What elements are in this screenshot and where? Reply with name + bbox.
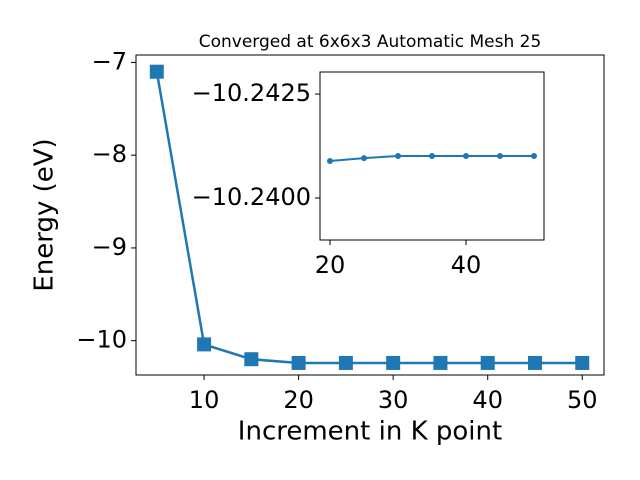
marker (244, 352, 259, 367)
axes-frame (135, 54, 605, 376)
x-axis-label: Increment in K point (238, 417, 502, 447)
marker (394, 153, 401, 159)
y-tick-label: −8 (92, 140, 127, 168)
x-tick-label: 50 (567, 386, 598, 414)
marker (338, 355, 353, 370)
marker (429, 153, 435, 159)
x-tick-label: 20 (283, 386, 314, 414)
marker (197, 337, 212, 352)
y-tick-label: −9 (92, 233, 127, 261)
y-axis-label: Energy (eV) (30, 138, 60, 291)
axes-frame (319, 71, 545, 241)
x-tick-label: 20 (315, 251, 346, 279)
marker (463, 153, 470, 159)
marker (149, 64, 164, 79)
x-tick-label: 40 (472, 386, 503, 414)
x-tick-label: 10 (189, 386, 220, 414)
y-tick-label: −10.2425 (192, 79, 311, 107)
data-line (155, 71, 583, 365)
marker (360, 155, 367, 162)
y-tick-label: −10 (76, 326, 127, 354)
marker (575, 355, 590, 370)
marker (326, 157, 333, 164)
x-tick-label: 30 (378, 386, 409, 414)
marker (527, 355, 542, 370)
y-tick-label: −10.2400 (192, 183, 311, 211)
marker (497, 153, 504, 159)
marker (291, 355, 306, 370)
chart-title: Converged at 6x6x3 Automatic Mesh 25 (199, 32, 542, 52)
marker (386, 355, 401, 370)
y-tick-label: −7 (92, 47, 127, 75)
marker (480, 355, 495, 370)
x-tick-label: 40 (451, 251, 482, 279)
marker (531, 153, 538, 159)
marker (433, 355, 448, 370)
